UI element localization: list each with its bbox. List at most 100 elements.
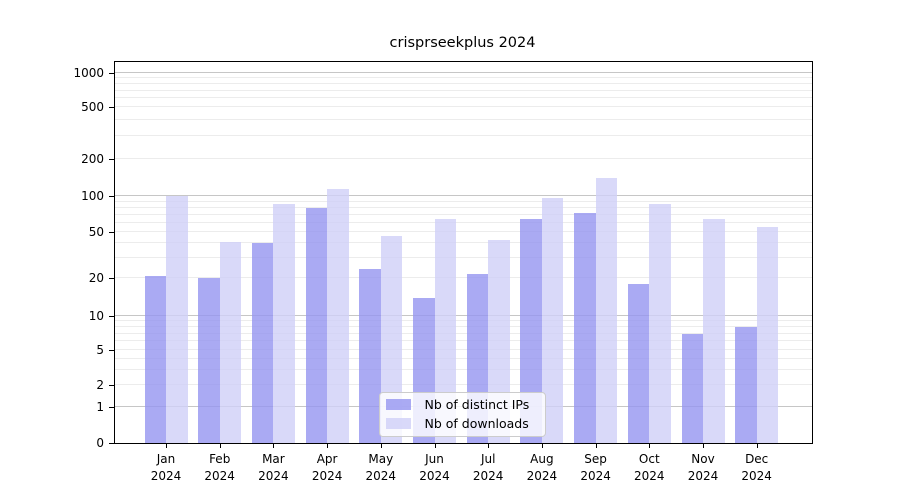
gridline-minor — [114, 213, 812, 215]
bar-downloads-feb — [219, 242, 242, 443]
y-tick-mark — [109, 350, 114, 352]
x-tick-label-mar: Mar 2024 — [258, 452, 289, 483]
x-tick-mark — [219, 443, 221, 448]
x-tick-mark — [541, 443, 543, 448]
y-tick-mark — [109, 278, 114, 280]
gridline-minor — [114, 368, 812, 370]
bar-distinct-ips-mar — [251, 243, 274, 443]
gridline-minor — [114, 206, 812, 208]
y-tick-mark — [109, 442, 114, 444]
x-tick-mark — [380, 443, 382, 448]
x-tick-mark — [649, 443, 651, 448]
y-tick-mark — [109, 73, 114, 75]
bar-distinct-ips-nov — [681, 333, 703, 443]
y-tick-label-1000: 1000 — [73, 66, 104, 81]
bar-downloads-sep — [595, 177, 618, 443]
y-tick-label-100: 100 — [81, 189, 104, 204]
x-tick-label-apr: Apr 2024 — [311, 452, 343, 483]
y-tick-label-20: 20 — [88, 271, 104, 286]
gridline-major — [114, 72, 812, 74]
bar-downloads-jun — [434, 219, 456, 443]
x-tick-label-feb: Feb 2024 — [204, 452, 235, 483]
x-tick-mark — [166, 443, 167, 448]
x-tick-label-oct: Oct 2024 — [634, 452, 665, 483]
gridline-minor — [114, 242, 812, 244]
gridline-minor — [114, 320, 812, 322]
gridline-minor — [114, 383, 812, 385]
bar-downloads-oct — [649, 204, 671, 443]
bar-downloads-mar — [273, 203, 295, 443]
gridline-major — [114, 195, 812, 197]
bar-distinct-ips-apr — [305, 207, 328, 443]
bar-distinct-ips-feb — [198, 278, 220, 443]
gridline-minor — [114, 77, 812, 79]
gridline-minor — [114, 106, 812, 108]
bar-distinct-ips-may — [359, 269, 381, 443]
gridline-minor — [114, 158, 812, 160]
y-tick-label-10: 10 — [88, 309, 104, 323]
y-tick-label-1: 1 — [96, 400, 104, 415]
y-tick-mark — [109, 196, 114, 198]
y-tick-label-0: 0 — [96, 435, 104, 450]
x-tick-label-aug: Aug 2024 — [526, 452, 558, 483]
gridline-minor — [114, 221, 812, 223]
bar-distinct-ips-jan — [144, 275, 166, 443]
legend-label-distinct-ips: Nb of distinct IPs — [424, 397, 530, 412]
legend-swatch-downloads — [385, 418, 411, 429]
gridline-minor — [114, 135, 812, 137]
gridline-minor — [114, 200, 812, 202]
x-tick-mark — [756, 443, 758, 448]
gridline-minor — [114, 349, 812, 351]
bar-downloads-jan — [166, 196, 188, 443]
gridline-minor — [114, 118, 812, 120]
bar-downloads-aug — [541, 197, 564, 443]
bar-downloads-may — [380, 236, 403, 443]
gridline-minor — [114, 97, 812, 99]
y-tick-mark — [109, 159, 114, 161]
x-tick-label-jun: Jun 2024 — [419, 452, 450, 483]
x-tick-mark — [595, 443, 597, 448]
gridline-minor — [114, 83, 812, 85]
y-tick-label-200: 200 — [81, 152, 104, 167]
legend-item-distinct-ips: Nb of distinct IPs — [385, 397, 537, 412]
legend: Nb of distinct IPs Nb of downloads — [378, 391, 546, 437]
gridline-minor — [114, 332, 812, 334]
x-tick-mark — [488, 443, 490, 448]
bar-distinct-ips-sep — [574, 212, 596, 443]
bar-downloads-apr — [327, 188, 349, 443]
y-tick-label-50: 50 — [88, 225, 104, 240]
legend-item-downloads: Nb of downloads — [385, 416, 537, 431]
x-tick-mark — [327, 443, 329, 448]
bar-distinct-ips-aug — [520, 219, 542, 443]
y-tick-label-500: 500 — [81, 100, 104, 115]
x-tick-label-jul: Jul 2024 — [472, 452, 504, 483]
legend-label-downloads: Nb of downloads — [424, 416, 529, 431]
gridline-minor — [114, 326, 812, 327]
gridline-minor — [114, 256, 812, 258]
y-tick-label-2: 2 — [96, 377, 104, 392]
bar-distinct-ips-oct — [627, 284, 650, 443]
gridline-minor — [114, 357, 812, 359]
y-tick-mark — [109, 316, 114, 317]
x-tick-label-jan: Jan 2024 — [150, 452, 182, 483]
y-tick-mark — [109, 232, 114, 234]
gridline-minor — [114, 277, 812, 279]
gridline-major — [114, 315, 812, 317]
chart-title: crisprseekplus 2024 — [389, 35, 536, 51]
y-tick-mark — [109, 107, 114, 109]
x-tick-label-nov: Nov 2024 — [687, 452, 719, 483]
gridline-minor — [114, 340, 812, 342]
x-tick-label-may: May 2024 — [365, 452, 397, 483]
bar-distinct-ips-dec — [735, 327, 757, 443]
x-tick-mark — [273, 443, 275, 448]
gridline-minor — [114, 89, 812, 91]
plot-area: Nb of distinct IPs Nb of downloads — [113, 60, 813, 444]
x-tick-mark — [434, 443, 436, 448]
legend-swatch-distinct-ips — [385, 399, 411, 410]
x-tick-mark — [703, 443, 704, 448]
y-tick-mark — [109, 407, 114, 409]
gridline-minor — [114, 231, 812, 233]
y-tick-label-5: 5 — [96, 343, 104, 358]
y-tick-mark — [109, 384, 114, 386]
